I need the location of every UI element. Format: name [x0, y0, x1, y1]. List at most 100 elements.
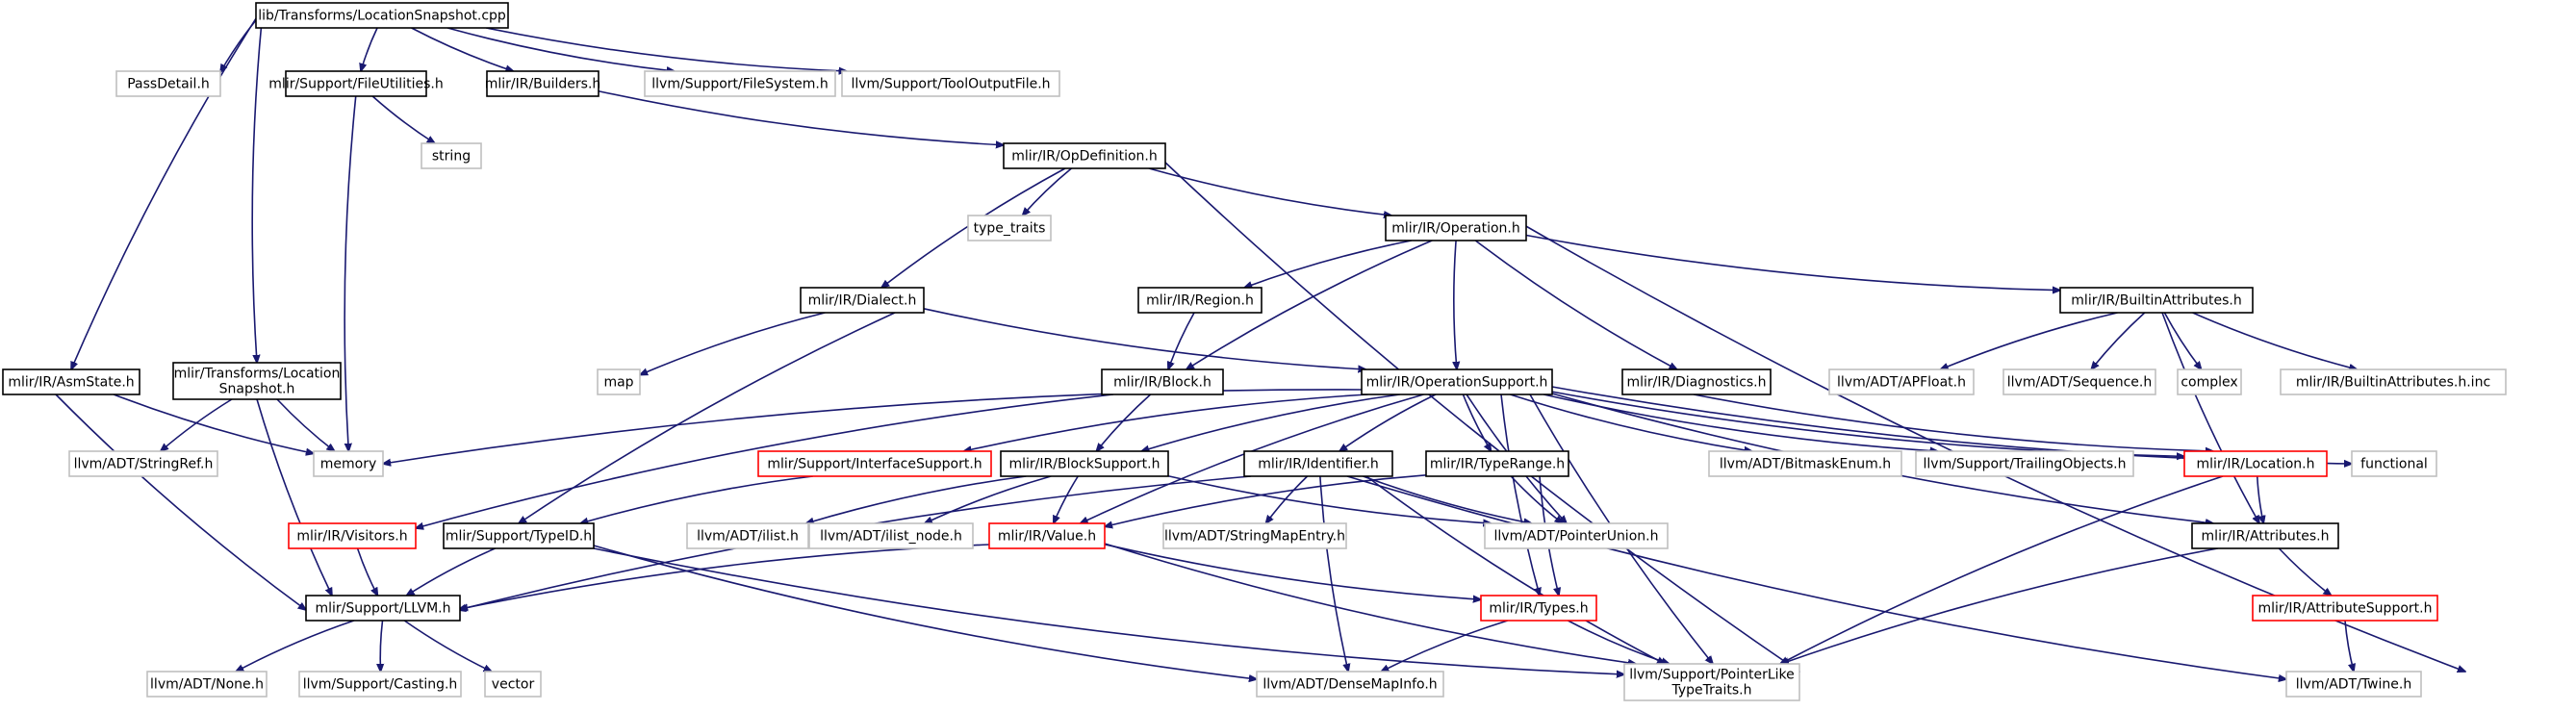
node-stringmapentry: llvm/ADT/StringMapEntry.h	[1162, 522, 1347, 549]
node-blocksupport-label: mlir/IR/BlockSupport.h	[1009, 457, 1160, 472]
edge-opsupport-to-identifier	[1339, 394, 1437, 451]
node-tooloutput: llvm/Support/ToolOutputFile.h	[841, 70, 1060, 97]
edges-layer	[55, 14, 2465, 679]
node-attrsupport[interactable]: mlir/IR/AttributeSupport.h	[2252, 595, 2438, 622]
node-opdef[interactable]: mlir/IR/OpDefinition.h	[1003, 142, 1166, 169]
node-blocksupport[interactable]: mlir/IR/BlockSupport.h	[1000, 450, 1169, 477]
edge-llvmh-to-casting	[380, 620, 382, 672]
edge-diagnostics-to-location	[1693, 394, 2213, 451]
node-stringmapentry-box	[1162, 522, 1347, 549]
node-identifier-box	[1243, 450, 1393, 477]
node-stringref-label: llvm/ADT/StringRef.h	[74, 457, 214, 472]
node-root-box	[255, 2, 509, 29]
edge-opsupport-to-typerange	[1462, 394, 1491, 451]
node-apfloat: llvm/ADT/APFloat.h	[1828, 368, 1975, 395]
edge-typerange-to-value	[1105, 474, 1427, 527]
node-builtinattr[interactable]: mlir/IR/BuiltinAttributes.h	[2059, 287, 2254, 314]
node-typetraits: type_traits	[967, 215, 1052, 241]
node-diagnostics[interactable]: mlir/IR/Diagnostics.h	[1621, 368, 1772, 395]
node-llvmh-box	[305, 595, 461, 622]
node-locsnap[interactable]: mlir/Transforms/LocationSnapshot.h	[172, 362, 342, 400]
node-types-box	[1480, 595, 1597, 622]
node-typerange[interactable]: mlir/IR/TypeRange.h	[1425, 450, 1569, 477]
node-block-label: mlir/IR/Block.h	[1113, 375, 1211, 391]
edge-locsnap-to-llvmh	[256, 398, 332, 596]
node-attributes[interactable]: mlir/IR/Attributes.h	[2191, 522, 2339, 549]
node-operation-box	[1385, 215, 1527, 241]
node-fileutil-box	[285, 70, 427, 97]
node-locsnap-label: mlir/Transforms/Location	[174, 367, 341, 382]
edge-builtinattr-to-builtinattrinc	[2192, 312, 2358, 369]
node-types-label: mlir/IR/Types.h	[1489, 601, 1588, 617]
node-builtinattr-label: mlir/IR/BuiltinAttributes.h	[2071, 293, 2241, 309]
edge-types-to-pointerlike	[1568, 620, 1669, 664]
node-bitmask-label: llvm/ADT/BitmaskEnum.h	[1720, 457, 1891, 472]
node-block[interactable]: mlir/IR/Block.h	[1101, 368, 1224, 395]
edge-attrsupport-to-twine	[2344, 620, 2354, 672]
node-attrsupport-label: mlir/IR/AttributeSupport.h	[2258, 601, 2433, 617]
node-types[interactable]: mlir/IR/Types.h	[1480, 595, 1597, 622]
edge-blocksupport-to-ilistnode	[925, 475, 1052, 523]
node-trailing-label: llvm/Support/TrailingObjects.h	[1924, 457, 2127, 472]
edge-block-to-blocksupport	[1096, 394, 1152, 451]
node-fileutil[interactable]: mlir/Support/FileUtilities.h	[268, 70, 444, 97]
node-bitmask: llvm/ADT/BitmaskEnum.h	[1708, 450, 1902, 477]
node-tooloutput-box	[841, 70, 1060, 97]
node-value[interactable]: mlir/IR/Value.h	[988, 522, 1106, 549]
node-attrsupport-box	[2252, 595, 2438, 622]
node-none: llvm/ADT/None.h	[146, 671, 268, 698]
node-builders[interactable]: mlir/IR/Builders.h	[485, 70, 601, 97]
node-vector-box	[484, 671, 542, 698]
node-none-label: llvm/ADT/None.h	[150, 677, 264, 693]
node-functional-box	[2351, 450, 2437, 477]
node-diagnostics-box	[1621, 368, 1772, 395]
node-complex-label: complex	[2181, 375, 2237, 391]
node-sequence: llvm/ADT/Sequence.h	[2002, 368, 2156, 395]
node-typetraits-box	[967, 215, 1052, 241]
node-stringref-box	[68, 450, 218, 477]
node-dialect-label: mlir/IR/Dialect.h	[808, 293, 917, 309]
node-opdef-box	[1003, 142, 1166, 169]
node-pointerlike-label: llvm/Support/PointerLike	[1629, 668, 1795, 683]
node-map: map	[597, 368, 641, 395]
node-ilist: llvm/ADT/ilist.h	[686, 522, 809, 549]
node-complex: complex	[2177, 368, 2242, 395]
node-builtinattrinc: mlir/IR/BuiltinAttributes.h.inc	[2280, 368, 2507, 395]
node-operation[interactable]: mlir/IR/Operation.h	[1385, 215, 1527, 241]
node-vector: vector	[484, 671, 542, 698]
edge-location-to-attributes	[2256, 475, 2264, 523]
node-twine-box	[2285, 671, 2422, 698]
node-llvmh[interactable]: mlir/Support/LLVM.h	[305, 595, 461, 622]
node-complex-box	[2177, 368, 2242, 395]
edge-opdef-to-pointerlike	[1162, 160, 1799, 672]
node-location[interactable]: mlir/IR/Location.h	[2183, 450, 2328, 477]
node-opsupport[interactable]: mlir/IR/OperationSupport.h	[1361, 368, 1553, 395]
edge-root-to-fileutil	[361, 27, 378, 71]
node-builders-label: mlir/IR/Builders.h	[485, 77, 601, 92]
node-bitmask-box	[1708, 450, 1902, 477]
node-builtinattrinc-box	[2280, 368, 2507, 395]
node-typeid[interactable]: mlir/Support/TypeID.h	[443, 522, 595, 549]
edge-blocksupport-to-value	[1054, 475, 1079, 523]
node-map-label: map	[603, 375, 633, 391]
node-casting-box	[298, 671, 462, 698]
node-region[interactable]: mlir/IR/Region.h	[1137, 287, 1262, 314]
node-dialect[interactable]: mlir/IR/Dialect.h	[800, 287, 925, 314]
edge-fileutil-to-memory	[344, 95, 357, 451]
node-ifacesupport[interactable]: mlir/Support/InterfaceSupport.h	[757, 450, 992, 477]
node-pointerunion-box	[1484, 522, 1669, 549]
node-identifier[interactable]: mlir/IR/Identifier.h	[1243, 450, 1393, 477]
node-none-box	[146, 671, 268, 698]
node-memory: memory	[313, 450, 384, 477]
edge-region-to-block	[1168, 312, 1195, 369]
node-opsupport-label: mlir/IR/OperationSupport.h	[1366, 375, 1548, 391]
node-ifacesupport-label: mlir/Support/InterfaceSupport.h	[767, 457, 982, 472]
node-visitors[interactable]: mlir/IR/Visitors.h	[288, 522, 417, 549]
node-fileutil-label: mlir/Support/FileUtilities.h	[268, 77, 443, 92]
node-memory-box	[313, 450, 384, 477]
edge-typerange-to-pointerunion	[1510, 475, 1563, 523]
edge-identifier-to-pointerlike	[1365, 475, 1665, 664]
node-root[interactable]: lib/Transforms/LocationSnapshot.cpp	[255, 2, 509, 29]
edge-attributes-to-pointerlike	[1781, 547, 2218, 664]
node-asmstate[interactable]: mlir/IR/AsmState.h	[2, 368, 140, 395]
